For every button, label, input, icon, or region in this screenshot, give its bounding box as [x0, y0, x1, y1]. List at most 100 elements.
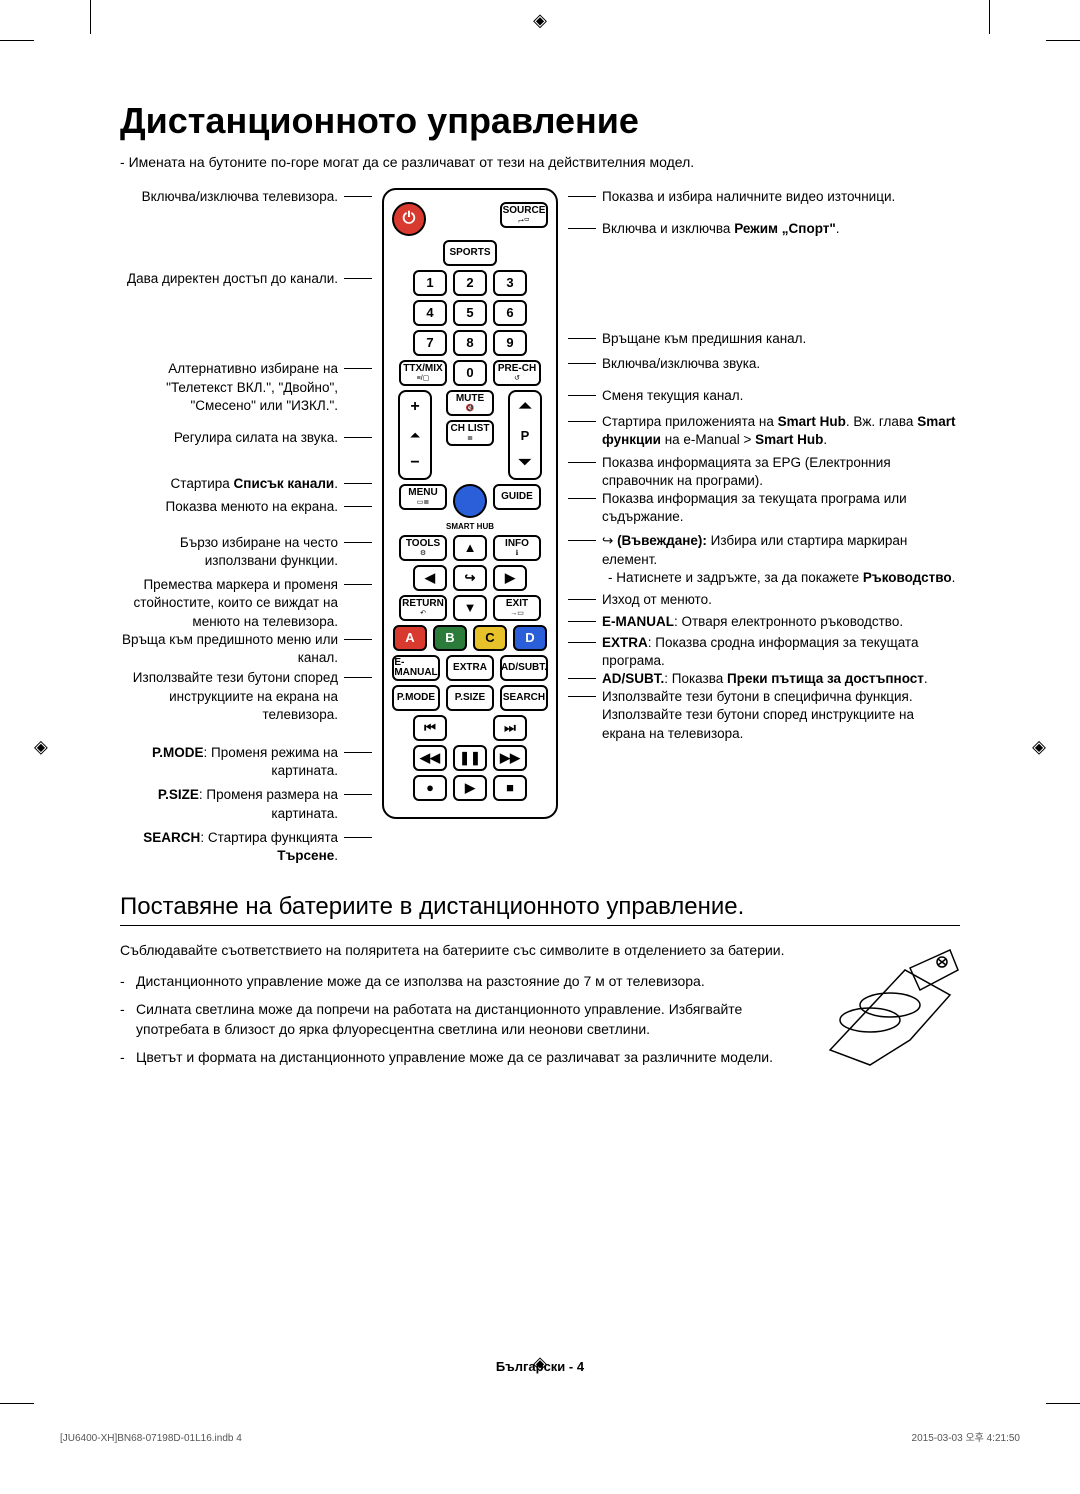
callout-search: SEARCH: Стартира функцията Търсене. [120, 829, 338, 865]
digit-6: 6 [493, 300, 527, 326]
mute-button: MUTE🔇 [446, 390, 494, 416]
page-footer-left: [JU6400-XH]BN68-07198D-01L16.indb 4 [60, 1433, 242, 1444]
callout-emanual: E-MANUAL: Отваря електронното ръководств… [602, 613, 903, 631]
emanual-button: E-MANUAL [392, 655, 440, 681]
digit-8: 8 [453, 330, 487, 356]
volume-rocker: +⏶− [398, 390, 432, 480]
play-icon: ▶ [453, 775, 487, 801]
callout-adsubt: AD/SUBT.: Показва Преки пътища за достъп… [602, 670, 928, 688]
callout-power: Включва/изключва телевизора. [142, 188, 338, 206]
callout-play: Използвайте тези бутони в специфична фун… [602, 688, 960, 743]
stop-icon: ■ [493, 775, 527, 801]
registration-mark-left: ◈ [34, 737, 48, 758]
digit-3: 3 [493, 270, 527, 296]
crop-mark [0, 40, 34, 41]
callout-enter-hold: - Натиснете и задръжте, за да покажете Р… [596, 569, 955, 587]
callout-info: Показва информация за текущата програма … [602, 490, 960, 526]
callout-source: Показва и избира наличните видео източни… [602, 188, 895, 206]
pause-icon: ❚❚ [453, 745, 487, 771]
callout-tools: Бързо избиране на често използвани функц… [120, 534, 338, 570]
callout-sports: Включва и изключва Режим „Спорт". [602, 220, 840, 238]
ttx-button: TTX/MIX≡/▢ [399, 360, 447, 386]
battery-item-1: Дистанционното управление може да се изп… [120, 971, 790, 991]
page-title: Дистанционното управление [120, 100, 960, 142]
digit-9: 9 [493, 330, 527, 356]
page-content: Дистанционното управление Имената на бут… [120, 100, 960, 1344]
callout-channels: Дава директен достъп до канали. [127, 270, 338, 288]
nav-down: ▼ [453, 595, 487, 621]
callout-smarthub: Стартира приложенията на Smart Hub. Вж. … [602, 413, 960, 449]
battery-list: Дистанционното управление може да се изп… [120, 971, 790, 1068]
callout-p: Сменя текущия канал. [602, 387, 743, 405]
top-note: Имената на бутоните по-горе могат да се … [120, 154, 960, 170]
remote-diagram: Включва/изключва телевизора. Дава директ… [120, 188, 960, 865]
smarthub-button [453, 484, 487, 518]
menu-button: MENU▭≣ [399, 484, 447, 510]
prech-button: PRE-CH↺ [493, 360, 541, 386]
pmode-button: P.MODE [392, 685, 440, 711]
enter-button: ↪ [453, 565, 487, 591]
callout-volume: Регулира силата на звука. [174, 429, 338, 447]
page-footer-right: 2015-03-03 오후 4:21:50 [912, 1429, 1020, 1444]
battery-intro: Съблюдавайте съответствието на поляритет… [120, 940, 790, 960]
callout-ttx: Алтернативно избиране на "Телетекст ВКЛ.… [120, 360, 338, 415]
chlist-button: CH LIST≣ [446, 420, 494, 446]
callout-return: Връща към предишното меню или канал. [120, 631, 338, 667]
digit-7: 7 [413, 330, 447, 356]
crop-mark [0, 1403, 34, 1404]
battery-section: Съблюдавайте съответствието на поляритет… [120, 940, 960, 1075]
crop-mark [989, 0, 990, 34]
extra-button: EXTRA [446, 655, 494, 681]
nav-right: ▶ [493, 565, 527, 591]
nav-up: ▲ [453, 535, 487, 561]
battery-item-2: Силната светлина може да попречи на рабо… [120, 999, 790, 1040]
digit-2: 2 [453, 270, 487, 296]
next-track-icon: ⏭ [493, 715, 527, 741]
tools-button: TOOLS⚙ [399, 535, 447, 561]
nav-left: ◀ [413, 565, 447, 591]
battery-illustration [810, 940, 960, 1075]
callout-psize: P.SIZE: Променя размера на картината. [120, 786, 338, 822]
page-footer-center: Български - 4 [496, 1359, 584, 1374]
callouts-right: Показва и избира наличните видео източни… [560, 188, 960, 743]
channel-rocker: ⏶P⏷ [508, 390, 542, 480]
sports-button: SPORTS [443, 240, 497, 266]
crop-mark [90, 0, 91, 34]
crop-mark [1046, 40, 1080, 41]
record-icon: ● [413, 775, 447, 801]
color-a-button: A [393, 625, 427, 651]
crop-mark [1046, 1403, 1080, 1404]
callout-nav: Премества маркера и променя стойностите,… [120, 576, 338, 631]
digit-0: 0 [453, 360, 487, 386]
adsubt-button: AD/SUBT. [500, 655, 548, 681]
section-heading-batteries: Поставяне на батериите в дистанционното … [120, 893, 960, 926]
prev-track-icon: ⏮ [413, 715, 447, 741]
source-button: SOURCE⮣▭ [500, 202, 548, 228]
callout-guide: Показва информацията за EPG (Електронния… [602, 454, 960, 490]
callout-extra: EXTRA: Показва сродна информация за теку… [602, 634, 960, 670]
callout-prech: Връщане към предишния канал. [602, 330, 806, 348]
callout-colors: Използвайте тези бутони според инструкци… [120, 669, 338, 724]
info-button: INFOℹ [493, 535, 541, 561]
smarthub-label: SMART HUB [392, 522, 548, 531]
digit-5: 5 [453, 300, 487, 326]
callout-chlist: Стартира Списък канали. [171, 475, 338, 493]
callouts-left: Включва/изключва телевизора. Дава директ… [120, 188, 380, 865]
search-button: SEARCH [500, 685, 548, 711]
color-d-button: D [513, 625, 547, 651]
digit-1: 1 [413, 270, 447, 296]
callout-menu: Показва менюто на екрана. [166, 498, 338, 516]
guide-button: GUIDE [493, 484, 541, 510]
callout-exit: Изход от менюто. [602, 591, 712, 609]
return-button: RETURN↶ [399, 595, 447, 621]
rewind-icon: ◀◀ [413, 745, 447, 771]
fastfwd-icon: ▶▶ [493, 745, 527, 771]
digit-4: 4 [413, 300, 447, 326]
psize-button: P.SIZE [446, 685, 494, 711]
registration-mark-top: ◈ [533, 10, 547, 31]
callout-enter: ↪ (Въвеждане): Избира или стартира марки… [602, 532, 960, 568]
exit-button: EXIT→▭ [493, 595, 541, 621]
remote-control: ⏻ SOURCE⮣▭ SPORTS 1 2 3 4 5 6 7 8 [382, 188, 558, 819]
color-c-button: C [473, 625, 507, 651]
power-button: ⏻ [392, 202, 426, 236]
